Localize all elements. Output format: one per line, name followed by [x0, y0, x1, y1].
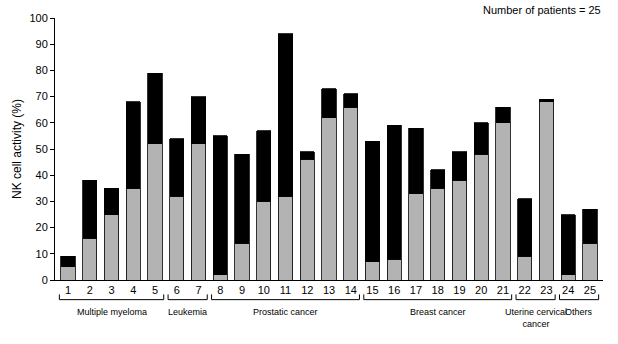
svg-text:Others: Others	[565, 307, 593, 317]
svg-text:4: 4	[130, 284, 136, 296]
svg-text:10: 10	[258, 284, 270, 296]
svg-text:20: 20	[475, 284, 487, 296]
svg-text:100: 100	[29, 12, 47, 24]
svg-text:18: 18	[432, 284, 444, 296]
svg-text:10: 10	[36, 248, 48, 260]
svg-text:NK cell activity (%): NK cell activity (%)	[10, 99, 24, 199]
svg-text:50: 50	[36, 143, 48, 155]
svg-text:13: 13	[323, 284, 335, 296]
svg-text:60: 60	[36, 117, 48, 129]
svg-text:Prostatic cancer: Prostatic cancer	[253, 307, 318, 317]
svg-text:3: 3	[108, 284, 114, 296]
svg-text:70: 70	[36, 90, 48, 102]
svg-text:40: 40	[36, 169, 48, 181]
svg-text:80: 80	[36, 64, 48, 76]
svg-text:15: 15	[366, 284, 378, 296]
svg-text:11: 11	[280, 284, 291, 296]
svg-text:25: 25	[584, 284, 596, 296]
svg-text:Number of patients = 25: Number of patients = 25	[483, 4, 601, 16]
svg-text:Breast cancer: Breast cancer	[410, 307, 466, 317]
svg-text:16: 16	[388, 284, 400, 296]
svg-text:19: 19	[453, 284, 465, 296]
svg-text:24: 24	[562, 284, 574, 296]
svg-text:90: 90	[36, 38, 48, 50]
svg-text:Multiple myeloma: Multiple myeloma	[77, 307, 147, 317]
svg-text:30: 30	[36, 195, 48, 207]
svg-text:Leukemia: Leukemia	[168, 307, 207, 317]
svg-text:Uterine cervicalcancer: Uterine cervicalcancer	[505, 307, 567, 329]
svg-text:0: 0	[42, 274, 48, 286]
svg-text:23: 23	[540, 284, 552, 296]
svg-text:5: 5	[152, 284, 158, 296]
svg-text:8: 8	[217, 284, 223, 296]
svg-text:2: 2	[87, 284, 93, 296]
svg-text:22: 22	[519, 284, 531, 296]
svg-text:9: 9	[239, 284, 245, 296]
svg-text:17: 17	[410, 284, 422, 296]
svg-text:1: 1	[65, 284, 71, 296]
svg-text:14: 14	[345, 284, 357, 296]
svg-text:6: 6	[174, 284, 180, 296]
svg-text:20: 20	[36, 221, 48, 233]
svg-text:12: 12	[301, 284, 313, 296]
svg-text:21: 21	[497, 284, 509, 296]
svg-text:7: 7	[195, 284, 201, 296]
